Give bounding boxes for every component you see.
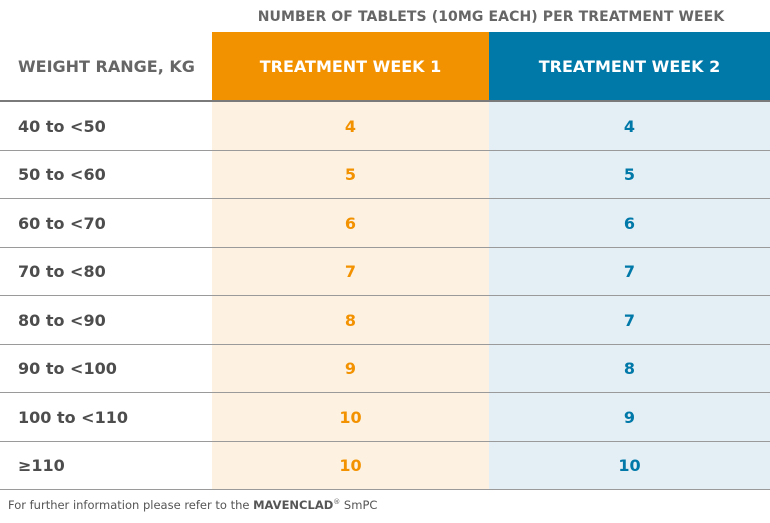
cell-week-1-tablets: 5 <box>212 150 489 199</box>
table-row: 60 to <70 6 6 <box>0 199 770 248</box>
row-divider <box>0 198 770 199</box>
cell-week-1-tablets: 7 <box>212 247 489 296</box>
table-row: ≥110 10 10 <box>0 441 770 490</box>
cell-weight-range: 60 to <70 <box>18 213 106 233</box>
cell-week-1-tablets: 8 <box>212 296 489 345</box>
header-divider <box>0 100 770 102</box>
header-treatment-week-2: TREATMENT WEEK 2 <box>489 32 770 100</box>
cell-week-1-tablets: 6 <box>212 199 489 248</box>
table-row: 40 to <50 4 4 <box>0 102 770 151</box>
cell-week-1-tablets: 10 <box>212 441 489 490</box>
cell-week-2-tablets: 5 <box>489 150 770 199</box>
row-divider <box>0 440 770 442</box>
cell-weight-range: 80 to <90 <box>18 310 106 330</box>
table-row: 70 to <80 7 7 <box>0 247 770 296</box>
cell-weight-range: 100 to <110 <box>18 407 128 427</box>
table-row: 80 to <90 8 7 <box>0 296 770 345</box>
cell-week-1-tablets: 4 <box>212 102 489 151</box>
table-row: 50 to <60 5 5 <box>0 150 770 199</box>
footnote-brand: MAVENCLAD <box>253 498 334 512</box>
cell-weight-range: 90 to <100 <box>18 359 117 379</box>
row-divider <box>0 246 770 248</box>
footnote-suffix: SmPC <box>340 498 378 512</box>
cell-week-2-tablets: 9 <box>489 393 770 442</box>
header-weight-range: WEIGHT RANGE, KG <box>18 57 195 76</box>
footnote: For further information please refer to … <box>8 498 377 512</box>
cell-week-2-tablets: 6 <box>489 199 770 248</box>
cell-week-1-tablets: 10 <box>212 393 489 442</box>
row-divider <box>0 392 770 393</box>
cell-week-2-tablets: 4 <box>489 102 770 151</box>
cell-week-2-tablets: 10 <box>489 441 770 490</box>
row-divider <box>0 149 770 151</box>
registered-mark: ® <box>333 498 341 507</box>
table-header-row: WEIGHT RANGE, KG TREATMENT WEEK 1 TREATM… <box>0 32 770 100</box>
cell-week-2-tablets: 7 <box>489 247 770 296</box>
cell-week-1-tablets: 9 <box>212 344 489 393</box>
header-treatment-week-1: TREATMENT WEEK 1 <box>212 32 489 100</box>
row-divider <box>0 343 770 345</box>
cell-weight-range: ≥110 <box>18 456 65 476</box>
cell-week-2-tablets: 8 <box>489 344 770 393</box>
cell-week-2-tablets: 7 <box>489 296 770 345</box>
table-row: 100 to <110 10 9 <box>0 393 770 442</box>
cell-weight-range: 50 to <60 <box>18 165 106 185</box>
cell-weight-range: 70 to <80 <box>18 262 106 282</box>
table-row: 90 to <100 9 8 <box>0 344 770 393</box>
row-divider <box>0 295 770 296</box>
footnote-prefix: For further information please refer to … <box>8 498 254 512</box>
row-divider <box>0 489 770 490</box>
cell-weight-range: 40 to <50 <box>18 116 106 136</box>
table-supertitle: NUMBER OF TABLETS (10MG EACH) PER TREATM… <box>257 9 725 25</box>
